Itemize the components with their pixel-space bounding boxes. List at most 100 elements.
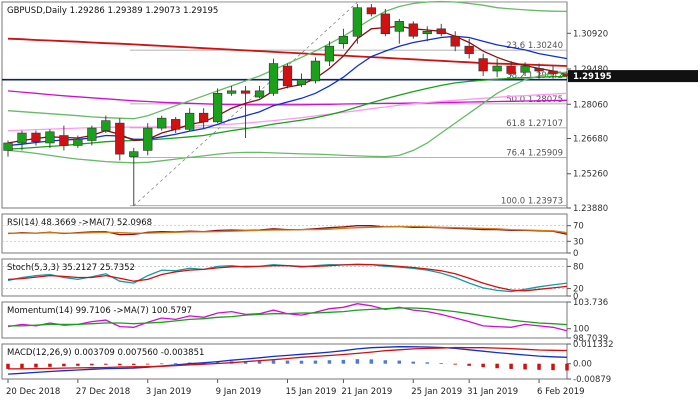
bearish-candle <box>450 35 460 47</box>
rsi-line <box>8 225 568 234</box>
macd-histogram-bar <box>537 363 541 370</box>
price-ma-line <box>7 71 568 164</box>
macd-histogram-bar <box>551 363 555 371</box>
y-tick-label: 0 <box>573 249 578 259</box>
bullish-candle <box>352 7 363 37</box>
y-tick-label: 1.29480 <box>573 65 608 75</box>
macd-histogram-bar <box>146 363 150 365</box>
y-tick-label: 1.28060 <box>573 100 608 110</box>
bullish-candle <box>212 93 223 123</box>
macd-histogram-bar <box>369 359 374 364</box>
macd-histogram-bar <box>565 363 569 371</box>
y-tick-label: 20 <box>573 285 584 295</box>
x-axis-date-label: 20 Dec 2018 <box>6 387 60 397</box>
macd-histogram-bar <box>6 363 10 369</box>
y-tick-label: 1.23880 <box>573 204 608 214</box>
macd-histogram-bar <box>173 363 178 364</box>
macd-histogram-bar <box>34 363 38 368</box>
macd-histogram-bar <box>509 363 513 369</box>
bullish-candle <box>492 65 502 72</box>
price-ma-line <box>7 37 568 67</box>
rsi-panel-title: RSI(14) 48.3669 ->MA(7) 52.0968 <box>7 218 152 228</box>
macd-histogram-bar <box>397 360 402 364</box>
y-tick-label: 0.011332 <box>573 340 614 350</box>
price-ma-line <box>7 92 568 132</box>
bearish-candle <box>240 90 251 94</box>
fib-level-label: 61.8 1.27107 <box>506 119 563 129</box>
bearish-candle <box>478 58 488 72</box>
y-tick-label: 98.7039 <box>573 334 608 344</box>
y-tick-label: 1.26680 <box>573 135 608 145</box>
bearish-candle <box>408 23 418 37</box>
bullish-candle <box>143 127 153 151</box>
stochastic-panel-title: Stoch(5,3,3) 35.2127 25.7352 <box>7 263 135 273</box>
bearish-candle <box>366 7 376 15</box>
bearish-candle <box>171 119 181 130</box>
x-axis-date-label: 27 Dec 2018 <box>76 387 130 397</box>
price-ma-line <box>7 75 568 150</box>
bullish-candle <box>185 112 195 130</box>
bullish-candle <box>73 138 83 146</box>
macd-histogram-bar <box>439 363 443 364</box>
macd-histogram-bar <box>523 363 527 370</box>
bullish-candle <box>129 151 139 157</box>
bearish-candle <box>506 65 516 74</box>
rsi-panel-frame <box>1 213 568 254</box>
stochastic-line <box>7 263 568 292</box>
bullish-candle <box>422 30 432 35</box>
macd-panel-title: MACD(12,26,9) 0.003709 0.007560 -0.00385… <box>7 348 204 358</box>
bullish-candle <box>157 117 167 129</box>
bearish-candle <box>199 112 209 123</box>
momentum-panel-frame <box>1 301 568 339</box>
macd-histogram-bar <box>159 363 164 365</box>
bullish-candle <box>268 63 279 94</box>
bullish-candle <box>3 142 13 151</box>
macd-line <box>7 346 568 375</box>
macd-histogram-bar <box>90 363 94 366</box>
macd-histogram-bar <box>481 363 485 368</box>
macd-histogram-bar <box>104 363 108 365</box>
x-axis-date-label: 25 Jan 2019 <box>411 387 462 397</box>
macd-histogram-bar <box>243 361 248 364</box>
x-axis-date-label: 31 Jan 2019 <box>467 387 518 397</box>
bearish-candle <box>548 70 558 74</box>
y-tick-label: 30 <box>573 237 584 247</box>
bearish-candle <box>115 122 125 155</box>
bearish-candle <box>31 132 41 143</box>
bullish-candle <box>338 35 349 44</box>
macd-line <box>7 346 568 370</box>
fib-level-label: 0.0 1.32176 <box>512 0 563 3</box>
bearish-candle <box>59 135 69 146</box>
macd-histogram-bar <box>425 362 429 364</box>
fib-level-label: 38.2 1.29042 <box>506 71 563 81</box>
bullish-candle <box>45 131 55 144</box>
macd-histogram-bar <box>453 363 457 365</box>
y-tick-label: 1.25260 <box>573 170 608 180</box>
macd-histogram-bar <box>20 363 24 369</box>
bearish-candle <box>282 65 293 87</box>
bearish-candle <box>436 28 446 35</box>
bullish-candle <box>394 21 404 32</box>
macd-histogram-bar <box>132 363 136 365</box>
macd-histogram-bar <box>215 361 220 364</box>
fib-level-label: 100.0 1.23973 <box>501 197 563 207</box>
fib-level-label: 50.0 1.28075 <box>506 95 563 105</box>
last-price-label: 1.29195 <box>573 72 612 82</box>
momentum-line <box>8 307 568 327</box>
macd-histogram-bar <box>355 359 360 364</box>
price-ma-line <box>7 90 568 106</box>
y-tick-label: 0.00 <box>573 360 592 370</box>
macd-histogram-bar <box>271 360 276 364</box>
x-axis-date-label: 9 Jan 2019 <box>216 387 262 397</box>
y-tick-label: 0 <box>573 292 578 302</box>
x-axis-date-label: 15 Jan 2019 <box>286 387 337 397</box>
bullish-candle <box>296 79 307 85</box>
y-tick-label: -0.00879 <box>573 375 611 385</box>
macd-histogram-bar <box>285 360 290 364</box>
macd-histogram-bar <box>467 363 471 366</box>
bullish-candle <box>17 132 27 144</box>
macd-histogram-bar <box>62 363 66 367</box>
x-axis-date-label: 3 Jan 2019 <box>146 387 192 397</box>
y-tick-label: 100 <box>573 325 589 335</box>
